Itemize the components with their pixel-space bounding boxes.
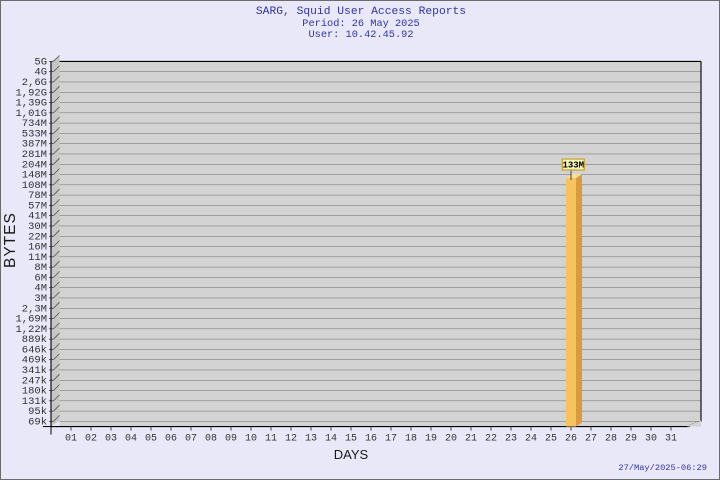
svg-text:08: 08 — [205, 434, 217, 445]
svg-text:27: 27 — [585, 434, 597, 445]
svg-text:10: 10 — [245, 434, 257, 445]
svg-text:31: 31 — [665, 434, 677, 445]
svg-text:26: 26 — [565, 434, 577, 445]
svg-text:07: 07 — [185, 434, 197, 445]
svg-text:15: 15 — [345, 434, 357, 445]
svg-text:03: 03 — [105, 434, 117, 445]
svg-text:24: 24 — [525, 434, 537, 445]
svg-text:21: 21 — [465, 434, 477, 445]
svg-text:20: 20 — [445, 434, 457, 445]
svg-text:16: 16 — [365, 434, 377, 445]
svg-text:11: 11 — [265, 434, 277, 445]
svg-text:09: 09 — [225, 434, 237, 445]
svg-text:23: 23 — [505, 434, 517, 445]
svg-text:19: 19 — [425, 434, 437, 445]
svg-text:14: 14 — [325, 434, 337, 445]
svg-text:17: 17 — [385, 434, 397, 445]
svg-text:13: 13 — [305, 434, 317, 445]
svg-text:28: 28 — [605, 434, 617, 445]
svg-text:25: 25 — [545, 434, 557, 445]
svg-text:01: 01 — [65, 434, 77, 445]
svg-text:12: 12 — [285, 434, 297, 445]
svg-text:29: 29 — [625, 434, 637, 445]
svg-text:18: 18 — [405, 434, 417, 445]
svg-text:06: 06 — [165, 434, 177, 445]
svg-text:30: 30 — [645, 434, 657, 445]
svg-text:04: 04 — [125, 434, 137, 445]
svg-text:22: 22 — [485, 434, 497, 445]
svg-text:05: 05 — [145, 434, 157, 445]
svg-text:02: 02 — [85, 434, 97, 445]
svg-text:133M: 133M — [562, 160, 584, 170]
